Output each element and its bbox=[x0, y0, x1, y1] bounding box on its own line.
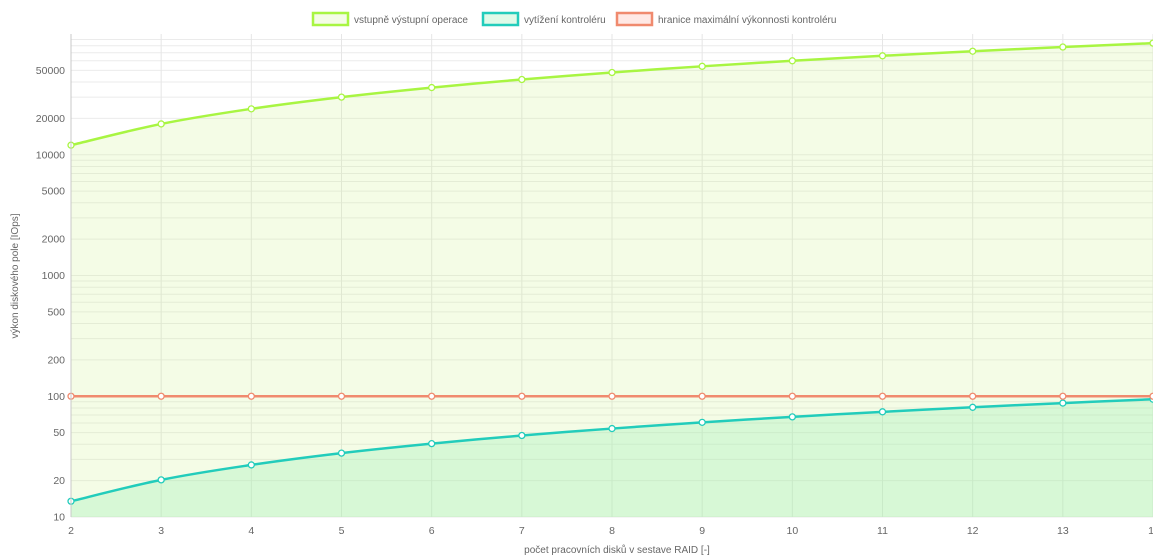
data-point bbox=[608, 68, 616, 77]
x-tick-label: 10 bbox=[786, 525, 798, 537]
legend-label: vytížení kontroléru bbox=[524, 15, 606, 26]
data-point bbox=[788, 392, 796, 400]
y-axis-title: výkon diskového pole [IOps] bbox=[10, 213, 21, 338]
x-tick-label: 3 bbox=[158, 525, 164, 537]
legend-swatch bbox=[311, 11, 350, 27]
data-point bbox=[788, 57, 796, 65]
series-points bbox=[67, 39, 1153, 505]
data-point bbox=[518, 392, 526, 400]
data-point bbox=[878, 392, 887, 400]
data-point bbox=[608, 392, 616, 400]
data-point bbox=[247, 461, 255, 469]
data-point bbox=[608, 424, 616, 433]
data-point bbox=[518, 431, 526, 440]
y-tick-label: 200 bbox=[47, 354, 65, 366]
data-point bbox=[878, 52, 887, 60]
data-point bbox=[428, 83, 436, 92]
data-point bbox=[969, 47, 977, 55]
data-point bbox=[788, 413, 796, 421]
x-tick-label: 7 bbox=[519, 525, 525, 537]
x-tick-label: 13 bbox=[1057, 525, 1069, 537]
data-point bbox=[698, 392, 706, 400]
data-point bbox=[969, 392, 977, 400]
x-tick-label: 11 bbox=[877, 525, 888, 537]
data-point bbox=[428, 392, 436, 400]
data-point bbox=[1149, 39, 1153, 47]
data-point bbox=[337, 93, 346, 101]
legend-label: hranice maximální výkonnosti kontroléru bbox=[658, 15, 836, 26]
x-tick-label: 9 bbox=[699, 525, 705, 537]
y-tick-label: 100 bbox=[47, 391, 65, 403]
legend-item[interactable]: vytížení kontroléru bbox=[481, 11, 606, 27]
y-tick-label: 20000 bbox=[36, 113, 65, 125]
data-point bbox=[337, 449, 346, 457]
y-tick-label: 5000 bbox=[42, 186, 66, 198]
data-point bbox=[1059, 399, 1067, 407]
legend-swatch bbox=[615, 11, 654, 27]
data-point bbox=[337, 392, 346, 400]
y-tick-label: 50 bbox=[53, 427, 65, 439]
series-fills bbox=[71, 43, 1153, 517]
x-tick-label: 6 bbox=[429, 525, 435, 537]
x-tick-label: 2 bbox=[68, 525, 74, 537]
y-tick-label: 2000 bbox=[42, 234, 66, 246]
y-tick-label: 10 bbox=[53, 512, 65, 524]
y-tick-label: 500 bbox=[47, 306, 65, 318]
x-tick-label: 1 bbox=[1148, 525, 1153, 537]
legend: vstupně výstupní operace vytížení kontrol… bbox=[311, 11, 836, 27]
grid bbox=[70, 34, 1153, 518]
data-point bbox=[698, 418, 706, 426]
data-point bbox=[698, 62, 706, 70]
x-tick-label: 5 bbox=[339, 525, 345, 537]
legend-item[interactable]: vstupně výstupní operace bbox=[311, 11, 468, 27]
data-point bbox=[247, 392, 255, 400]
series-area-2 bbox=[71, 399, 1153, 517]
y-tick-label: 20 bbox=[53, 475, 65, 487]
y-tick-label: 50000 bbox=[36, 65, 65, 77]
data-point bbox=[1149, 392, 1153, 400]
data-point bbox=[518, 75, 526, 84]
x-axis-title: počet pracovních disků v sestave RAID [-… bbox=[524, 544, 710, 555]
y-tick-label: 10000 bbox=[36, 149, 65, 161]
axes: 10 20 50 100 200 500 1000 2000 5000 10000 20000 500… bbox=[36, 34, 1153, 537]
legend-label: vstupně výstupní operace bbox=[354, 15, 468, 26]
data-point bbox=[969, 403, 977, 411]
legend-swatch bbox=[481, 11, 520, 27]
data-point bbox=[157, 392, 165, 400]
legend-item[interactable]: hranice maximální výkonnosti kontroléru bbox=[615, 11, 836, 27]
data-point bbox=[157, 476, 165, 484]
x-tick-label: 4 bbox=[248, 525, 254, 537]
data-point bbox=[878, 408, 887, 416]
data-point bbox=[157, 120, 165, 128]
x-tick-label: 8 bbox=[609, 525, 615, 537]
data-point bbox=[1059, 43, 1067, 51]
y-tick-label: 1000 bbox=[42, 270, 66, 282]
x-tick-label: 12 bbox=[967, 525, 979, 537]
data-point bbox=[428, 439, 436, 448]
data-point bbox=[1059, 392, 1067, 400]
data-point bbox=[247, 105, 255, 113]
